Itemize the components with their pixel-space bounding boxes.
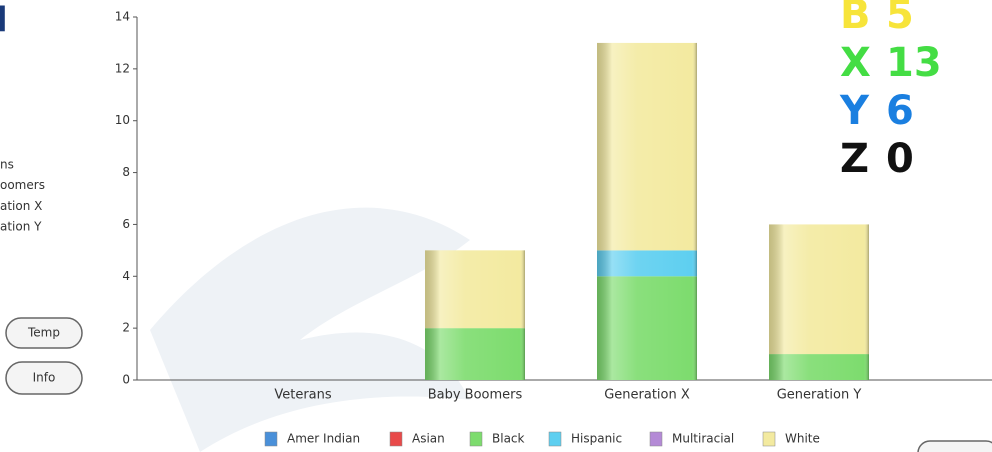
y-tick-label: 12 xyxy=(115,61,130,75)
summary-letter: Y xyxy=(839,88,870,134)
y-tick-label: 6 xyxy=(122,217,130,231)
x-tick-label: Generation Y xyxy=(777,388,862,403)
legend-label: Asian xyxy=(412,432,445,446)
watermark xyxy=(150,208,470,452)
sidebar-item: ation X xyxy=(0,199,42,213)
legend-swatch xyxy=(470,432,482,446)
sidebar-item: oomers xyxy=(0,178,45,192)
bar-gloss xyxy=(597,43,697,250)
y-tick-label: 10 xyxy=(115,113,130,127)
summary-letter: Z xyxy=(840,136,869,182)
bar-gloss xyxy=(425,328,525,380)
y-tick-label: 14 xyxy=(115,10,130,24)
screen: l Temp Info ns oomers ation X ation Y 0 2 4 6 8 1… xyxy=(0,0,992,452)
cropped-button[interactable] xyxy=(918,441,992,452)
y-tick-label: 0 xyxy=(122,373,130,387)
bar-gloss xyxy=(769,354,869,380)
page-title: l xyxy=(0,1,8,41)
y-tick-label: 8 xyxy=(122,165,130,179)
summary-letter: B xyxy=(840,0,871,38)
legend-label: Amer Indian xyxy=(287,432,360,446)
x-tick-label: Generation X xyxy=(604,388,690,403)
temp-button[interactable]: Temp xyxy=(6,318,82,348)
bar-gloss xyxy=(769,224,869,354)
x-tick-label: Veterans xyxy=(274,388,332,403)
button-label[interactable]: Info xyxy=(33,371,56,385)
sidebar-item: ns xyxy=(0,158,14,172)
summary-value: 6 xyxy=(886,88,914,134)
bar-gloss xyxy=(597,250,697,276)
legend-label: Black xyxy=(492,432,525,446)
summary-value: 13 xyxy=(886,40,942,86)
legend-swatch xyxy=(763,432,775,446)
y-tick-label: 2 xyxy=(122,321,130,335)
legend-swatch xyxy=(390,432,402,446)
legend-swatch xyxy=(265,432,277,446)
info-button[interactable]: Info xyxy=(6,362,82,394)
summary-value: 5 xyxy=(886,0,914,38)
y-tick-label: 4 xyxy=(122,269,130,283)
legend-swatch xyxy=(650,432,662,446)
button-label[interactable]: Temp xyxy=(27,326,60,340)
legend-swatch xyxy=(549,432,561,446)
summary-value: 0 xyxy=(886,136,914,182)
bar-gloss xyxy=(425,250,525,328)
summary-letter: X xyxy=(840,40,871,86)
bar-gloss xyxy=(597,276,697,380)
legend-label: Multiracial xyxy=(672,432,734,446)
x-tick-label: Baby Boomers xyxy=(428,388,523,403)
legend-label: Hispanic xyxy=(571,432,622,446)
sidebar-item: ation Y xyxy=(0,220,42,234)
legend-label: White xyxy=(785,432,820,446)
